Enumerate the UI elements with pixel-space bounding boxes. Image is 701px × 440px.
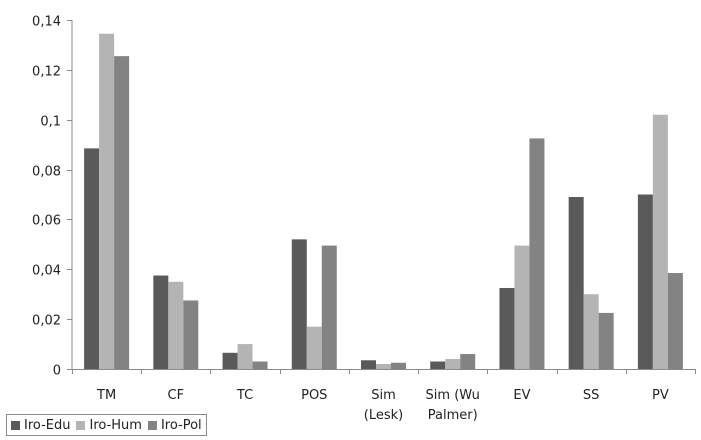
legend-swatch-iro-edu [11,420,20,430]
bar-iro-pol [391,362,406,369]
legend-item-iro-hum: Iro-Hum [76,417,142,433]
bars [84,33,683,370]
x-tick-label: (Lesk) [364,408,403,423]
x-tick-label: SS [583,388,600,403]
bar-iro-edu [568,196,584,369]
bar-iro-pol [183,300,199,369]
x-tick-label: Palmer) [428,408,478,423]
bar-iro-hum [583,294,599,369]
bar-iro-pol [460,354,476,369]
x-tick-label: POS [301,388,327,403]
y-tick-label: 0,1 [40,115,61,130]
legend-swatch-iro-hum [76,420,86,430]
bar-iro-pol [667,273,683,369]
y-tick-label: 0,14 [32,15,61,30]
bar-iro-hum [514,245,530,369]
x-axis: TM CF TC POS Sim (Lesk) Sim (Wu Palmer) EV SS PV [72,369,696,423]
bar-iro-edu [291,239,307,369]
legend-label-iro-hum: Iro-Hum [89,417,142,433]
x-tick-label: Sim [371,388,396,403]
bar-iro-hum [168,281,184,369]
bar-iro-edu [430,361,446,369]
bar-iro-pol [321,245,337,369]
y-tick-label: 0,06 [32,214,61,229]
bar-iro-edu [222,352,238,369]
x-tick-label: CF [168,388,185,403]
legend: Iro-Edu Iro-Hum Iro-Pol [6,414,207,436]
legend-swatch-iro-pol [147,420,157,430]
y-tick-label: 0,08 [32,165,61,180]
bar-iro-edu [153,275,169,369]
y-axis: 0 0,02 0,04 0,06 0,08 0,1 0,12 0,14 [32,15,73,379]
bar-iro-hum [376,364,391,369]
x-tick-label: EV [513,388,530,403]
y-tick-label: 0,02 [32,314,61,329]
y-tick-label: 0,04 [32,264,61,279]
bar-iro-edu [499,287,515,369]
x-tick-label: PV [652,388,669,403]
bar-iro-hum [652,114,668,369]
y-tick-label: 0 [53,364,61,379]
bar-iro-pol [529,138,545,369]
bar-iro-edu [361,360,376,369]
y-tick-label: 0,12 [32,65,61,80]
bar-iro-pol [598,312,614,369]
bar-iro-pol [252,361,268,369]
bar-iro-pol [114,56,130,370]
bar-iro-hum [99,33,115,369]
bar-iro-hum [445,359,461,369]
legend-label-iro-pol: Iro-Pol [160,417,202,433]
legend-label-iro-edu: Iro-Edu [24,417,71,433]
bar-iro-hum [237,344,253,369]
legend-item-iro-edu: Iro-Edu [11,418,70,433]
bar-iro-edu [84,148,100,369]
bar-iro-hum [306,326,322,369]
bar-iro-edu [637,194,653,369]
x-tick-label: Sim (Wu [426,388,480,403]
x-tick-label: TM [96,388,116,403]
x-tick-label: TC [236,388,253,403]
legend-item-iro-pol: Iro-Pol [147,417,202,433]
